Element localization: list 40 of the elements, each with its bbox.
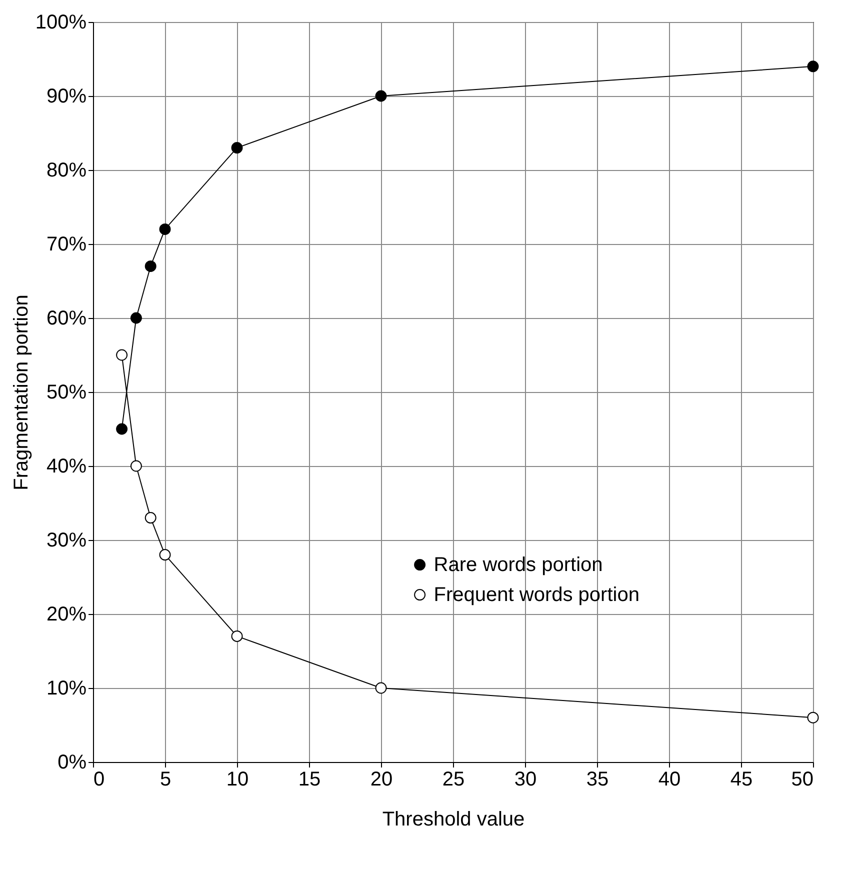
x-tick-label: 10 <box>226 768 249 790</box>
point <box>130 460 142 472</box>
x-tick-label: 35 <box>586 768 609 790</box>
x-tick-label: 40 <box>658 768 681 790</box>
x-tick-label: 50 <box>791 768 814 790</box>
x-tick-label: 45 <box>730 768 753 790</box>
y-tick-label: 70% <box>46 234 87 256</box>
legend-label: Frequent words portion <box>434 584 640 606</box>
y-tick-label: 0% <box>58 752 87 774</box>
point <box>144 512 156 524</box>
y-tick-label: 100% <box>35 12 87 34</box>
legend-label: Rare words portion <box>434 554 603 576</box>
point <box>130 312 142 324</box>
x-tick-label: 20 <box>370 768 393 790</box>
point <box>116 349 128 361</box>
point <box>231 630 243 642</box>
y-tick-label: 50% <box>46 382 87 404</box>
y-tick-label: 60% <box>46 308 87 330</box>
point <box>116 423 128 435</box>
point <box>144 260 156 272</box>
y-tick-label: 30% <box>46 530 87 552</box>
x-axis-title: Threshold value <box>382 808 525 830</box>
y-tick-label: 20% <box>46 604 87 626</box>
x-tick-label: 15 <box>298 768 321 790</box>
y-tick-label: 80% <box>46 160 87 182</box>
point <box>807 60 819 72</box>
y-axis-title: Fragmentation portion <box>10 294 32 490</box>
point <box>159 549 171 561</box>
y-tick-label: 10% <box>46 678 87 700</box>
point <box>159 223 171 235</box>
x-tick-label: 25 <box>442 768 465 790</box>
x-tick-label: 30 <box>514 768 537 790</box>
x-tick-label: 5 <box>160 768 172 790</box>
point <box>807 712 819 724</box>
y-tick-label: 40% <box>46 456 87 478</box>
point <box>375 90 387 102</box>
x-tick-label: 0 <box>94 768 105 790</box>
point <box>375 682 387 694</box>
point <box>231 142 243 154</box>
y-tick-label: 90% <box>46 86 87 108</box>
